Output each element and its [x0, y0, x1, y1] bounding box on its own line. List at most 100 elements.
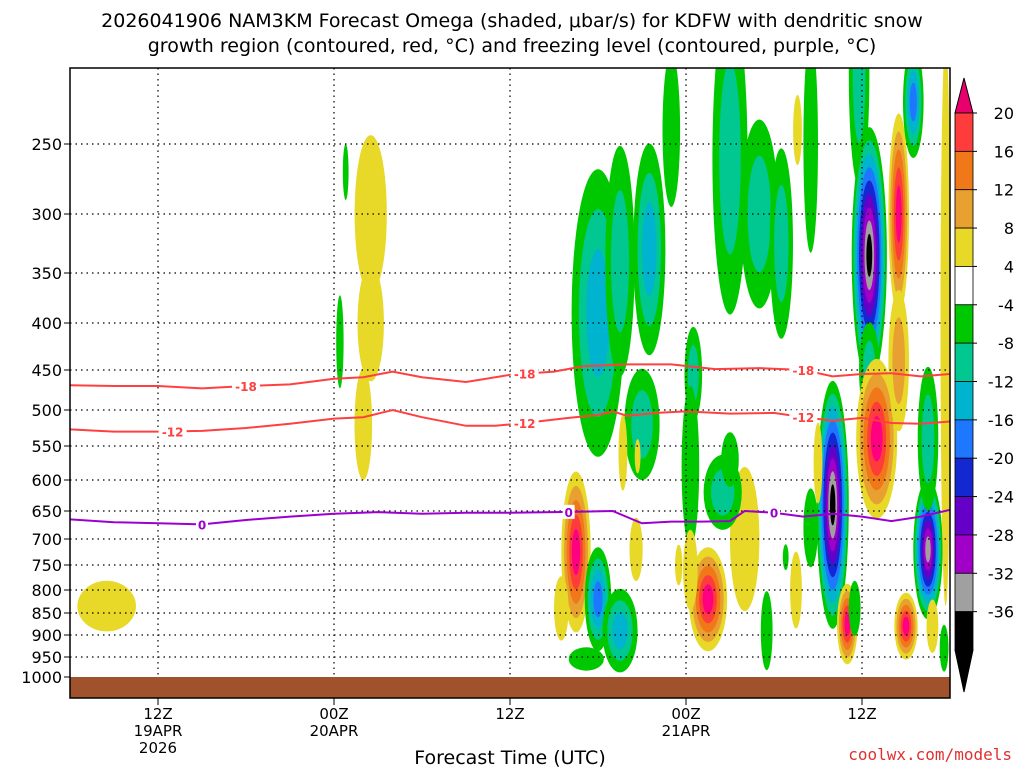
colorbar-box-3 — [954, 227, 974, 267]
colorbar-label--36: -36 — [988, 603, 1014, 622]
contour-label-0: 0 — [198, 518, 206, 532]
omega-blob-7-level--8 — [611, 190, 629, 333]
omega-blob-28-level--8 — [921, 394, 935, 484]
omega-blob-29-level-20 — [902, 616, 910, 636]
omega-blob-51-level--4 — [848, 580, 861, 636]
omega-blob-12-level--8 — [719, 68, 741, 255]
colorbar-box-1 — [954, 150, 974, 191]
omega-blob-30-level-4 — [926, 599, 939, 653]
colorbar-label--32: -32 — [988, 564, 1014, 583]
x-tick-label-60-0: 12Z — [847, 705, 876, 723]
colorbar-label--4: -4 — [998, 296, 1014, 315]
colorbar-label-4: 4 — [1004, 257, 1014, 276]
x-tick-label-24-1: 20APR — [310, 722, 359, 740]
omega-blob-0-level-4 — [77, 580, 136, 632]
colorbar-box-8 — [954, 419, 974, 459]
omega-blob-10-level--4 — [662, 68, 681, 207]
omega-blob-23-level--4 — [803, 488, 818, 568]
colorbar-box-12 — [954, 572, 974, 613]
contour-label--12: -12 — [792, 411, 814, 425]
y-tick-label-500: 500 — [31, 401, 62, 420]
ground-terrain — [70, 677, 950, 698]
omega-blob-47-level--4 — [721, 432, 739, 487]
contour-label-bg--18 — [789, 363, 818, 377]
omega-blob-31-level-4 — [940, 68, 950, 606]
omega-blob-40-level-4 — [554, 576, 569, 641]
colorbar-box-10 — [954, 496, 974, 536]
omega-blob-4-level--4 — [342, 144, 349, 200]
contour-label-bg-0 — [562, 504, 575, 519]
y-tick-label-1000: 1000 — [21, 668, 62, 687]
omega-blob-13-level--8 — [747, 155, 771, 273]
omega-blob-39-level-4 — [634, 439, 641, 474]
x-tick-label-12-2: 2026 — [139, 739, 177, 757]
x-tick-label-48-0: 00Z — [671, 705, 700, 723]
y-tick-label-950: 950 — [31, 648, 62, 667]
contour-label--18: -18 — [235, 380, 257, 394]
omega-blob-24-level-20 — [844, 612, 851, 636]
y-tick-label-650: 650 — [31, 502, 62, 521]
y-tick-label-550: 550 — [31, 437, 62, 456]
omega-blob-9-level--8 — [631, 390, 653, 459]
omega-blob-15-level-4 — [793, 95, 802, 165]
x-tick-label-48-1: 21APR — [662, 722, 711, 740]
omega-blob-37-level-4 — [629, 517, 643, 582]
temperature-contours: -18 -18 -18 -12 -12 -12 0 0 0 — [70, 363, 950, 532]
omega-blob-41-level--4 — [568, 647, 604, 671]
omega-blob-45-level-4 — [675, 544, 683, 586]
y-tick-label-750: 750 — [31, 556, 62, 575]
y-axis: 250 300 350 400 450 500 550 600 650 700 750 800 850 9… — [21, 135, 70, 687]
y-tick-label-850: 850 — [31, 604, 62, 623]
colorbar-box-6 — [954, 342, 974, 382]
omega-blob-48-level--4 — [760, 591, 773, 671]
colorbar-label--16: -16 — [988, 411, 1014, 430]
colorbar-box-13 — [954, 611, 974, 651]
y-tick-label-700: 700 — [31, 530, 62, 549]
colorbar-box-7 — [954, 381, 974, 421]
contour-0 — [70, 508, 950, 526]
y-tick-label-900: 900 — [31, 626, 62, 645]
omega-blob-34-level-20 — [571, 529, 581, 575]
contour-label-bg-0 — [768, 505, 780, 520]
chart-title-line-2: growth region (contoured, red, °C) and f… — [148, 35, 877, 57]
colorbar-box-11 — [954, 534, 974, 574]
omega-blob-26-level-8 — [892, 317, 905, 405]
contour-label-bg--12 — [510, 415, 539, 430]
y-tick-label-400: 400 — [31, 314, 62, 333]
omega-blob-6-level--12 — [586, 249, 610, 377]
omega-blob-43-level-20 — [702, 584, 714, 615]
omega-shading — [77, 68, 950, 673]
grid-lines — [70, 68, 950, 698]
contour-label-bg--18 — [232, 379, 260, 393]
credit-link[interactable]: coolwx.com/models — [848, 745, 1012, 764]
y-tick-label-600: 600 — [31, 471, 62, 490]
colorbar-label-12: 12 — [994, 181, 1014, 200]
colorbar-label--8: -8 — [998, 334, 1014, 353]
omega-blob-2-level-4 — [357, 264, 384, 382]
omega-blob-44-level-4 — [683, 529, 698, 611]
omega-blob-20-level--16 — [909, 82, 917, 122]
colorbar-label--20: -20 — [988, 449, 1014, 468]
colorbar-box-2 — [954, 189, 974, 229]
omega-blob-25-level-20 — [870, 416, 883, 462]
omega-blob-3-level-4 — [354, 368, 373, 481]
omega-blob-38-level-4 — [618, 415, 628, 491]
omega-blob-18-level--36 — [866, 233, 873, 277]
colorbar-label--24: -24 — [988, 488, 1014, 507]
colorbar-box-5 — [954, 304, 974, 344]
y-tick-label-250: 250 — [31, 135, 62, 154]
x-tick-label-12-1: 19APR — [134, 722, 183, 740]
omega-blob-22-level--36 — [830, 484, 836, 526]
omega-blob-52-level--4 — [939, 624, 949, 672]
omega-blob-16-level--4 — [803, 68, 818, 253]
omega-blob-1-level-4 — [354, 135, 387, 293]
colorbar-label--28: -28 — [988, 526, 1014, 545]
colorbar-box-9 — [954, 457, 974, 497]
colorbar-label-16: 16 — [994, 142, 1014, 161]
colorbar-label--12: -12 — [988, 373, 1014, 392]
colorbar-label-8: 8 — [1004, 219, 1014, 238]
x-tick-label-12-0: 12Z — [143, 705, 172, 723]
y-tick-label-450: 450 — [31, 361, 62, 380]
